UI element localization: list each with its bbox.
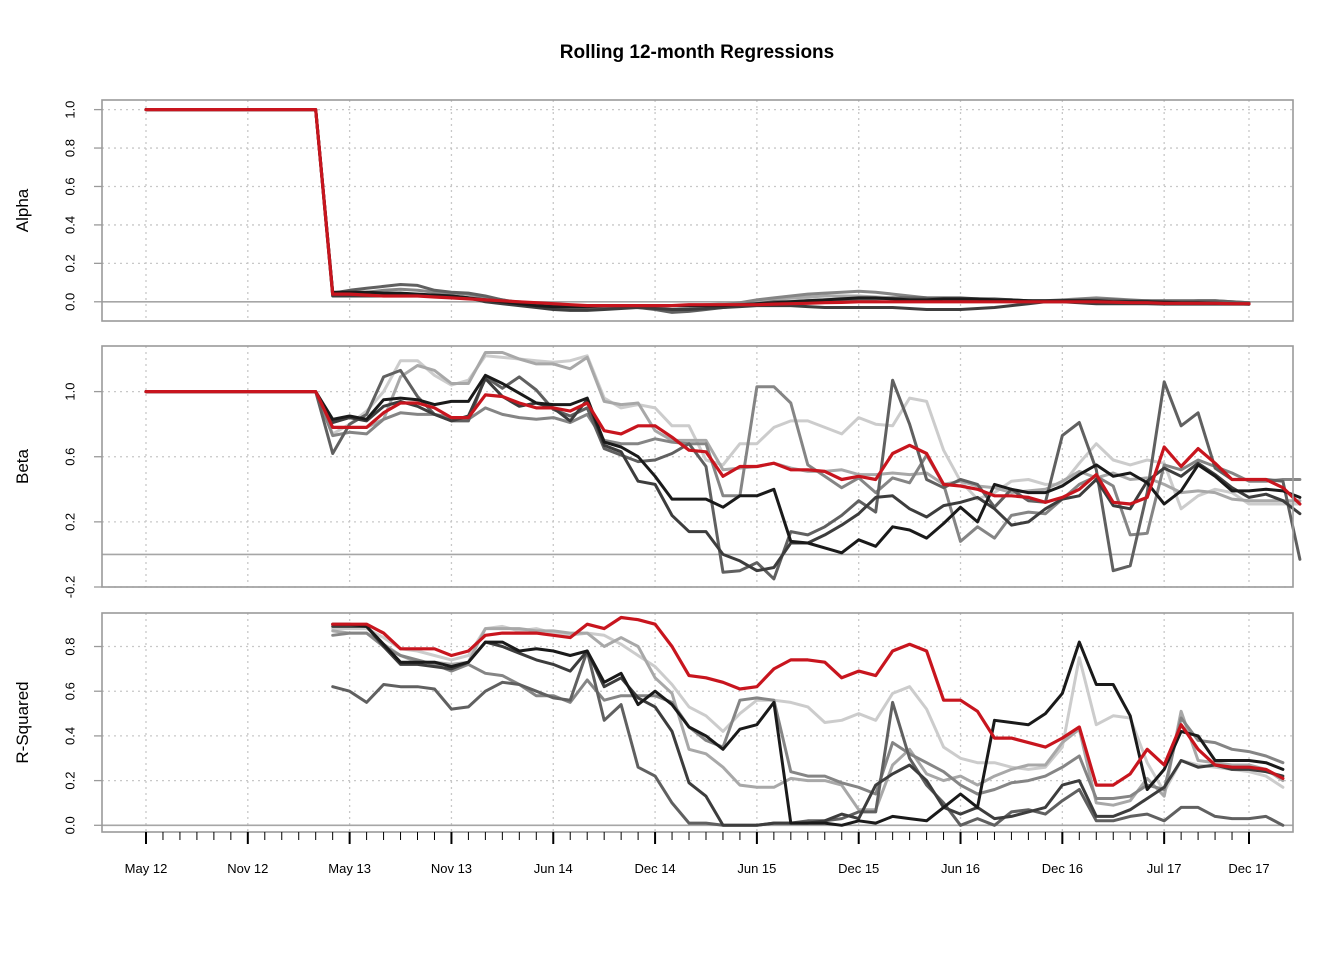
x-tick-label: Jul 17 xyxy=(1147,861,1182,876)
series-line-4 xyxy=(144,108,1251,311)
y-tick-label: 1.0 xyxy=(63,101,78,119)
y-tick-label: 1.0 xyxy=(63,383,78,401)
series-line-5 xyxy=(331,627,1285,812)
series-line-5 xyxy=(144,351,1302,503)
y-tick-label: 0.2 xyxy=(63,513,78,531)
series-line-5 xyxy=(144,108,1251,309)
series-line-6 xyxy=(144,108,1251,309)
series-line-highlight xyxy=(144,108,1251,308)
panel-frame xyxy=(101,612,1294,833)
y-axis-label: Beta xyxy=(13,448,32,484)
y-axis-label: Alpha xyxy=(13,188,32,232)
y-axis-label: R-Squared xyxy=(13,681,32,763)
series-line-highlight xyxy=(144,390,1302,506)
x-tick-label: Dec 14 xyxy=(634,861,675,876)
panels-layer: 0.0 0.2 0.4 0.6 0.8 1.0 Alpha -0.2 0.2 0.6 1.0 Beta… xyxy=(13,99,1302,834)
y-tick-label: 0.0 xyxy=(63,293,78,311)
series-line-1 xyxy=(144,373,1302,555)
panel-frame xyxy=(101,99,1294,322)
series-line-4 xyxy=(331,631,1285,800)
series-line-3 xyxy=(144,108,1251,314)
x-tick-label: May 13 xyxy=(328,861,371,876)
y-tick-label: 0.6 xyxy=(63,682,78,700)
x-tick-label: Nov 12 xyxy=(227,861,268,876)
series-line-6 xyxy=(144,354,1302,511)
panel-r-squared: 0.0 0.2 0.4 0.6 0.8 R-Squared xyxy=(13,612,1294,834)
x-tick-label: Nov 13 xyxy=(431,861,472,876)
x-tick-label: May 12 xyxy=(125,861,168,876)
x-tick-label: Dec 17 xyxy=(1228,861,1269,876)
y-tick-label: 0.6 xyxy=(63,448,78,466)
x-axis: May 12 Nov 12 May 13 Nov 13 Jun 14 Dec 14 Jun … xyxy=(125,832,1270,876)
y-tick-label: 0.0 xyxy=(63,816,78,834)
y-tick-label: 0.4 xyxy=(63,727,78,745)
y-tick-label: 0.8 xyxy=(63,637,78,655)
series-line-1 xyxy=(331,622,1285,827)
series-line-1 xyxy=(144,108,1251,309)
y-tick-label: 0.8 xyxy=(63,139,78,157)
chart-title: Rolling 12-month Regressions xyxy=(560,42,834,63)
x-tick-label: Jun 15 xyxy=(737,861,776,876)
y-tick-label: 0.6 xyxy=(63,177,78,195)
series-line-2 xyxy=(144,108,1251,312)
y-tick-label: -0.2 xyxy=(63,576,78,598)
x-tick-label: Dec 15 xyxy=(838,861,879,876)
x-tick-label: Jun 16 xyxy=(941,861,980,876)
y-tick-label: 0.4 xyxy=(63,216,78,234)
panel-alpha: 0.0 0.2 0.4 0.6 0.8 1.0 Alpha xyxy=(13,99,1294,322)
panel-frame xyxy=(101,345,1294,588)
series-line-highlight xyxy=(331,615,1285,787)
series-line-4 xyxy=(144,385,1302,543)
panel-beta: -0.2 0.2 0.6 1.0 Beta xyxy=(13,345,1302,598)
series-line-3 xyxy=(331,649,1285,827)
x-tick-label: Dec 16 xyxy=(1042,861,1083,876)
y-tick-label: 0.2 xyxy=(63,772,78,790)
y-tick-label: 0.2 xyxy=(63,254,78,272)
series-line-2 xyxy=(144,377,1302,573)
series-line-3 xyxy=(144,368,1302,581)
x-tick-label: Jun 14 xyxy=(534,861,573,876)
